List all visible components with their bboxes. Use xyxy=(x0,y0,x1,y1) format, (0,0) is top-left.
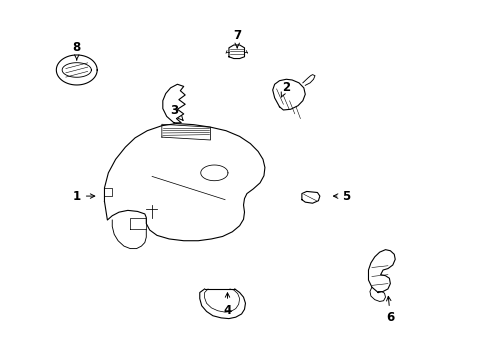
Text: 4: 4 xyxy=(223,293,231,317)
Text: 8: 8 xyxy=(73,41,81,60)
Text: 7: 7 xyxy=(233,29,241,48)
Text: 1: 1 xyxy=(73,190,95,203)
Text: 6: 6 xyxy=(386,296,394,324)
Text: 5: 5 xyxy=(333,190,350,203)
Text: 3: 3 xyxy=(170,104,183,120)
Text: 2: 2 xyxy=(281,81,289,97)
